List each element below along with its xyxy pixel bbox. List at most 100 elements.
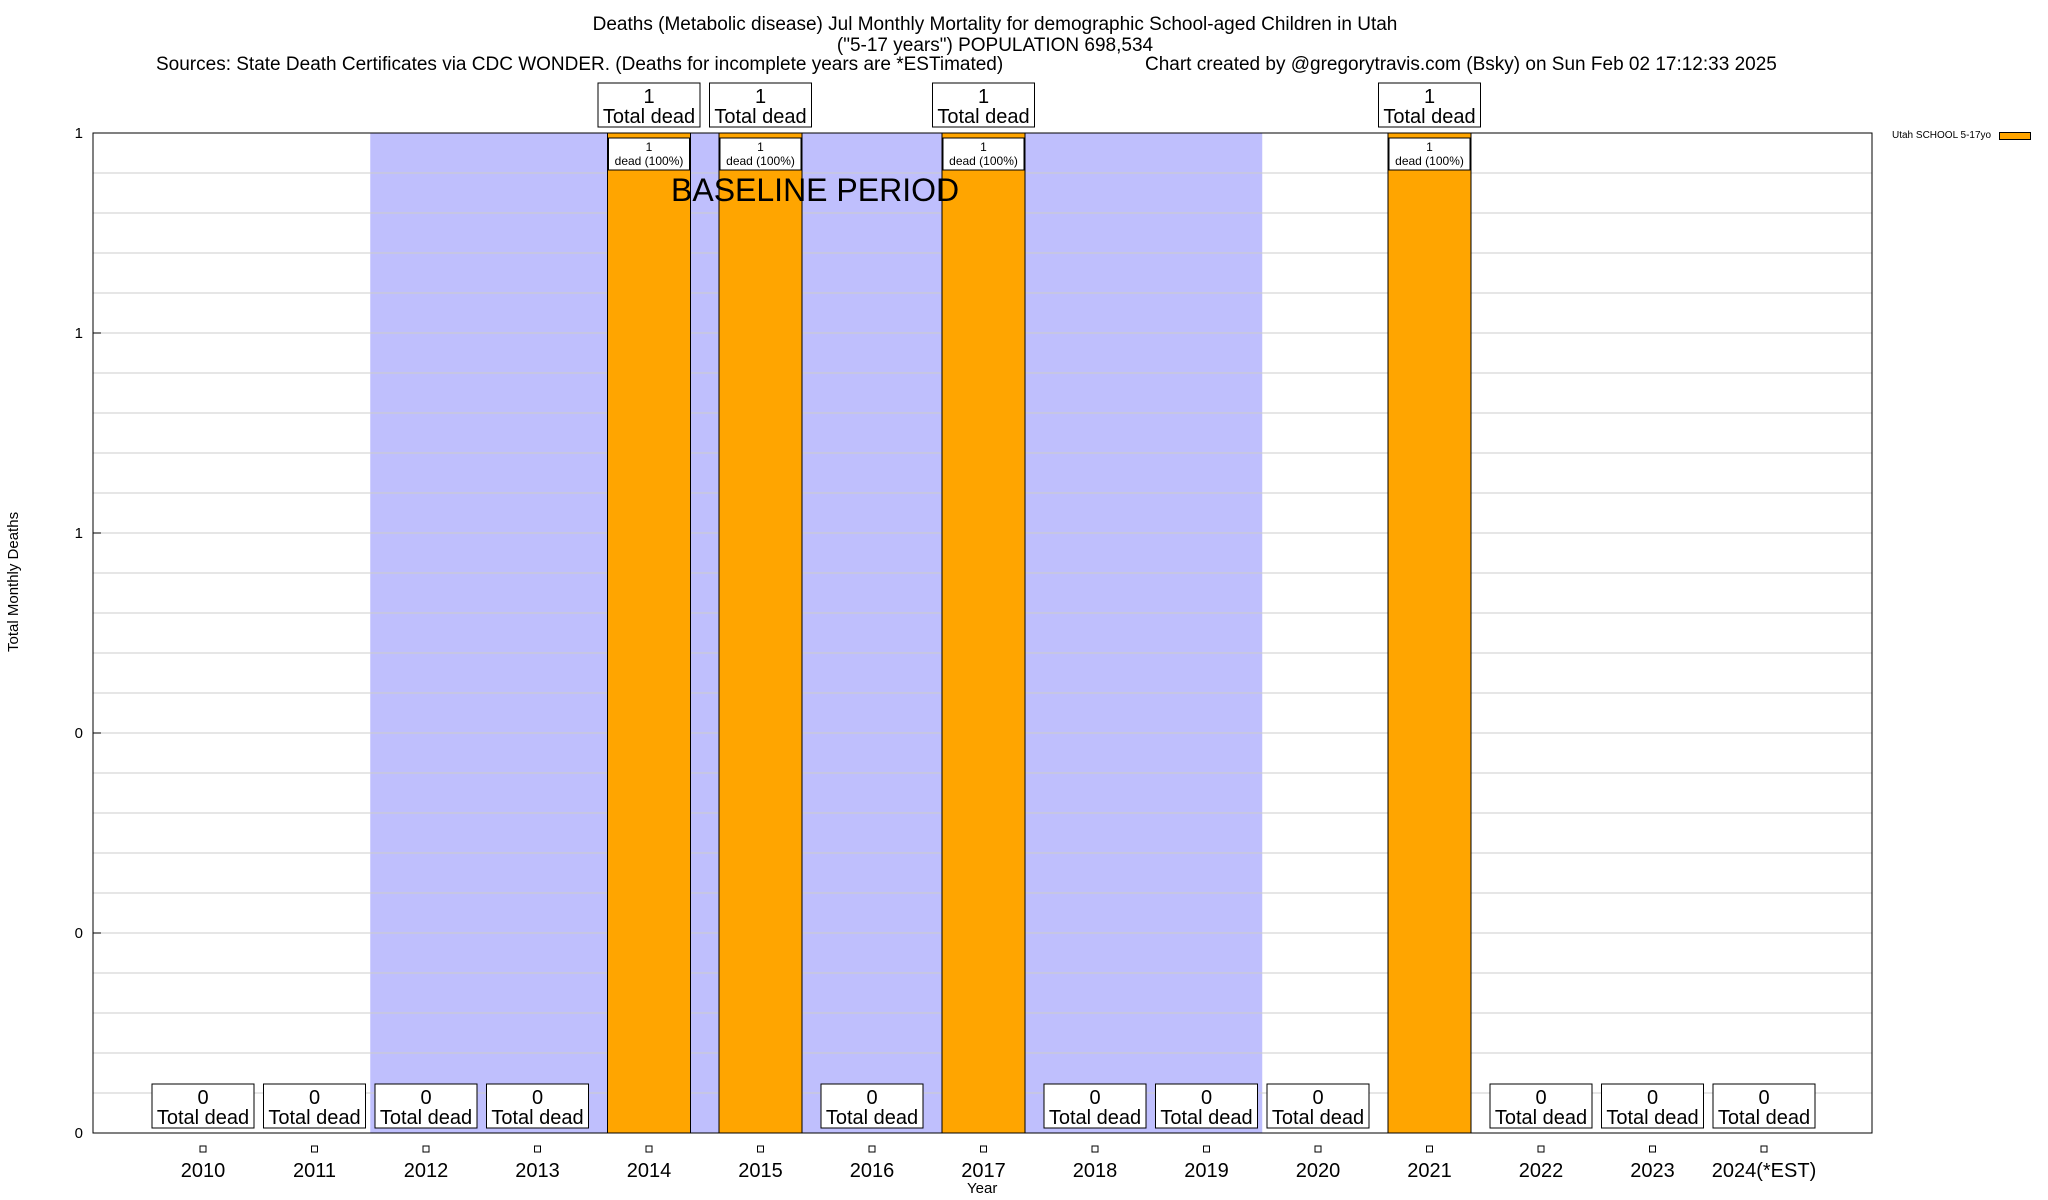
bar-label-count: 0	[1647, 1087, 1658, 1109]
bar-label-text: Total dead	[1383, 106, 1475, 128]
inner-label-box	[1388, 137, 1471, 171]
bar-label-text: Total dead	[1049, 1107, 1141, 1129]
bar-label-count: 1	[755, 86, 766, 108]
x-tick-marker	[1203, 1145, 1210, 1153]
bar-label-box	[820, 1083, 924, 1129]
legend: Utah SCHOOL 5-17yo	[1892, 130, 2032, 141]
x-tick-marker	[199, 1145, 207, 1153]
x-tick-label: 2015	[738, 1160, 783, 1182]
bar-label-text: Total dead	[1718, 1107, 1810, 1129]
bar-label-count: 0	[1201, 1087, 1212, 1109]
x-tick-label: 2023	[1630, 1160, 1675, 1182]
x-tick-marker	[311, 1145, 318, 1153]
bar-label-box	[151, 1083, 255, 1129]
inner-label-box	[942, 137, 1025, 171]
bar-label-box	[1155, 1083, 1258, 1129]
inner-label-text: dead (100%)	[1395, 154, 1464, 168]
bar-label-count: 1	[643, 86, 654, 108]
bar-label-box	[1266, 1083, 1370, 1129]
bar-label-box	[1601, 1083, 1704, 1129]
bar-label-box	[486, 1083, 589, 1129]
x-tick-marker	[1314, 1145, 1322, 1153]
bar	[718, 132, 803, 1134]
bar-label-box	[597, 82, 701, 128]
bar-label-text: Total dead	[603, 106, 695, 128]
x-tick-marker	[1426, 1145, 1433, 1153]
x-tick-label: 2021	[1407, 1160, 1452, 1182]
y-tick-label: 1	[75, 325, 83, 342]
inner-label-count: 1	[757, 140, 764, 154]
bar-label-count: 0	[1089, 1087, 1100, 1109]
x-tick-marker	[534, 1145, 541, 1153]
credit-note: Chart created by @gregorytravis.com (Bsk…	[1145, 54, 1777, 75]
x-tick-label: 2022	[1519, 1160, 1564, 1182]
inner-label-count: 1	[1426, 140, 1433, 154]
title-line-2: ("5-17 years") POPULATION 698,534	[836, 35, 1154, 56]
bar-label-count: 0	[1758, 1087, 1769, 1109]
bar-label-text: Total dead	[1272, 1107, 1364, 1129]
baseline-shade	[370, 133, 1263, 1133]
chart-title: Deaths (Metabolic disease) Jul Monthly M…	[0, 14, 1990, 56]
x-tick-label: 2017	[961, 1160, 1006, 1182]
bar-label-count: 0	[197, 1087, 208, 1109]
x-tick-label: 2019	[1184, 1160, 1229, 1182]
bar-label-box	[1489, 1083, 1593, 1129]
bar-label-text: Total dead	[714, 106, 806, 128]
title-line-1: Deaths (Metabolic disease) Jul Monthly M…	[592, 14, 1398, 35]
bar-label-box	[1378, 82, 1481, 128]
sources-note: Sources: State Death Certificates via CD…	[156, 54, 1004, 75]
x-tick-label: 2012	[404, 1160, 449, 1182]
x-tick-marker	[1091, 1145, 1099, 1153]
legend-swatch	[1999, 131, 2032, 140]
bar-label-count: 0	[309, 1087, 320, 1109]
bar-label-text: Total dead	[826, 1107, 918, 1129]
x-tick-label: 2010	[181, 1160, 226, 1182]
bar-label-count: 0	[420, 1087, 431, 1109]
bar-label-text: Total dead	[491, 1107, 583, 1129]
bar	[941, 132, 1026, 1134]
x-tick-label: 2018	[1073, 1160, 1118, 1182]
x-tick-marker	[1649, 1145, 1656, 1153]
inner-label-text: dead (100%)	[949, 154, 1018, 168]
inner-label-count: 1	[980, 140, 987, 154]
bar-label-box	[1043, 1083, 1147, 1129]
baseline-period-label: BASELINE PERIOD	[671, 172, 960, 208]
x-tick-label: 2011	[293, 1160, 336, 1182]
bar-label-count: 0	[866, 1087, 877, 1109]
bar-label-text: Total dead	[1160, 1107, 1252, 1129]
x-tick-label: 2020	[1296, 1160, 1341, 1182]
inner-label-text: dead (100%)	[615, 154, 684, 168]
inner-label-count: 1	[646, 140, 653, 154]
x-tick-label: 2014	[627, 1160, 672, 1182]
bar-label-text: Total dead	[380, 1107, 472, 1129]
bar-label-text: Total dead	[1606, 1107, 1698, 1129]
bar-label-count: 1	[1424, 86, 1435, 108]
bar-label-text: Total dead	[1495, 1107, 1587, 1129]
bar-label-count: 0	[1535, 1087, 1546, 1109]
y-tick-label: 1	[75, 525, 83, 542]
y-tick-label: 0	[75, 1125, 83, 1142]
y-tick-label: 0	[75, 725, 83, 742]
x-tick-marker	[868, 1145, 876, 1153]
bar-label-count: 0	[1312, 1087, 1323, 1109]
bar	[1387, 132, 1472, 1134]
inner-label-box	[608, 137, 690, 171]
bar-label-box	[932, 82, 1035, 128]
x-tick-label: 2024(*EST)	[1712, 1160, 1817, 1182]
y-tick-label: 0	[75, 925, 83, 942]
x-tick-marker	[757, 1145, 764, 1153]
x-axis-label: Year	[967, 1180, 998, 1197]
y-axis-label: Total Monthly Deaths	[5, 511, 22, 652]
x-tick-label: 2013	[515, 1160, 560, 1182]
bar-label-box	[263, 1083, 366, 1129]
x-tick-label: 2016	[850, 1160, 895, 1182]
x-tick-marker	[980, 1145, 987, 1153]
bar	[607, 132, 691, 1134]
bar-label-box	[709, 82, 812, 128]
bar-label-box	[374, 1083, 478, 1129]
x-tick-marker	[645, 1145, 653, 1153]
legend-series-name: Utah SCHOOL 5-17yo	[1892, 130, 1992, 141]
x-tick-marker	[1760, 1145, 1768, 1153]
y-tick-label: 1	[75, 125, 83, 142]
